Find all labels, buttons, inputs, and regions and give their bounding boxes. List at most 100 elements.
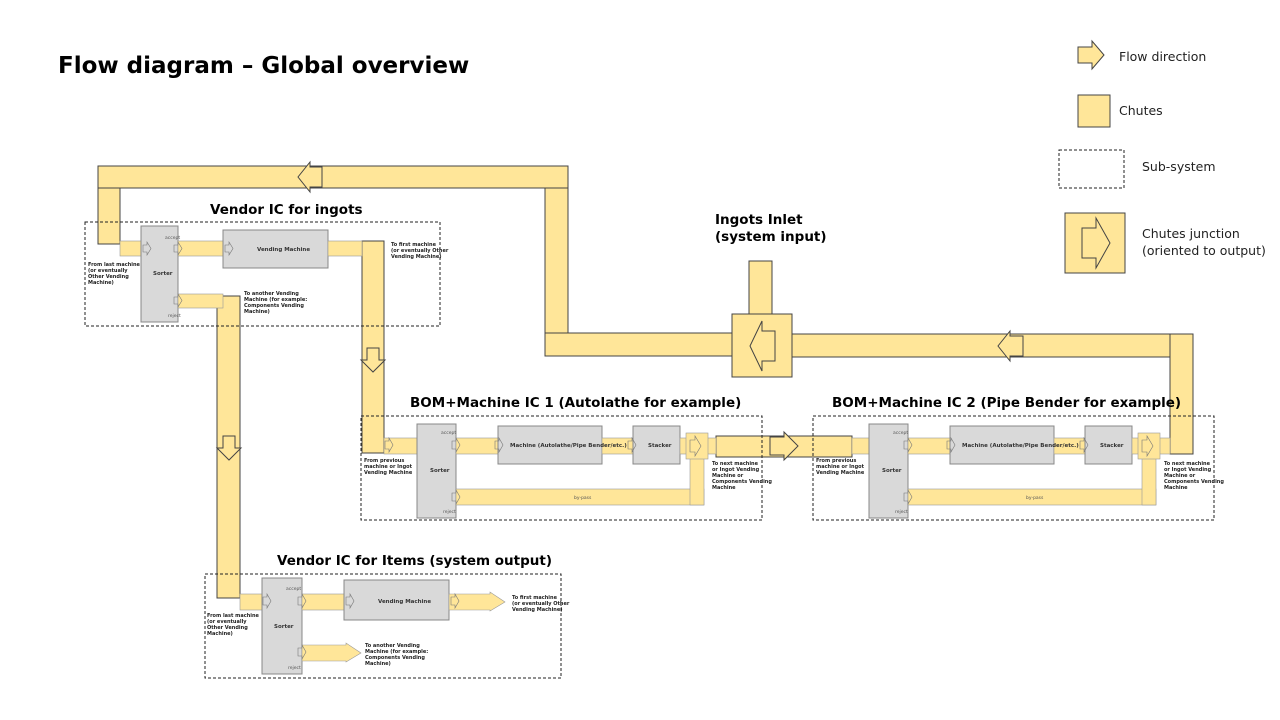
to-next-label-4: Components Vending [712, 479, 772, 485]
sub-system-swatch-icon [1058, 149, 1125, 189]
to-other-label-4: Machine) [365, 661, 391, 667]
chute-accept [455, 437, 499, 455]
bom2-subsystem: BOM+Machine IC 2 (Pipe Bender for exampl… [812, 395, 1224, 521]
subsystem-border [812, 415, 1215, 521]
chute-in [119, 240, 145, 257]
to-other-label-1: To another Vending [244, 291, 299, 297]
output-arrow-icon [448, 591, 506, 612]
to-other-label-3: Components Vending [365, 655, 425, 661]
from-label-3: Other Vending [88, 274, 129, 280]
vendor-items-subsystem: Vendor IC for Items (system output) acce… [204, 553, 570, 679]
machine-box [949, 425, 1055, 465]
small-arrow-icon [903, 488, 913, 506]
legend-sub-system: Sub-system [1142, 159, 1216, 174]
subsystem-title: Vendor IC for ingots [210, 202, 363, 218]
legend: Flow direction Chutes Sub-system Chutes … [1058, 39, 1266, 274]
machine-label: Machine (Autolathe/Pipe Bender/etc.) [962, 443, 1079, 449]
to-other-label-2: Machine (for example: [365, 649, 428, 655]
main-chutes [97, 160, 1194, 599]
small-arrow-icon [627, 436, 637, 454]
chute-left-down [97, 187, 121, 245]
to-next-label-3: Machine or [1164, 473, 1196, 479]
chute-center-horizontal [544, 332, 733, 357]
chute-ingots-inlet [748, 260, 773, 316]
from-label-3: Vending Machine [816, 470, 865, 476]
from-label-2: (or eventually [207, 619, 247, 625]
legend-flow-direction: Flow direction [1119, 49, 1206, 64]
machine-box [497, 425, 603, 465]
small-arrow-icon [173, 240, 183, 257]
chute-right-vertical [1169, 333, 1194, 455]
reject-label: reject [168, 313, 181, 319]
to-first-label-3: Vending Machine) [512, 607, 563, 613]
subsystem-border [204, 573, 562, 679]
from-label-4: Machine) [88, 280, 114, 286]
chute-in [239, 593, 263, 611]
accept-label: accept [165, 235, 180, 241]
sorter-label: Sorter [274, 624, 294, 630]
stacker-label: Stacker [1100, 443, 1124, 449]
reject-arrow-icon [301, 642, 362, 663]
to-next-label-3: Machine or [712, 473, 744, 479]
to-next-label-2: or Ingot Vending [1164, 467, 1212, 473]
ingots-inlet-sublabel: (system input) [715, 229, 827, 245]
junction [1137, 432, 1161, 460]
bypass-label: by-pass [1026, 495, 1044, 501]
to-first-label-2: (or eventually Other [391, 248, 449, 254]
accept-label: accept [441, 430, 456, 436]
flow-direction-arrow-icon [1077, 39, 1105, 71]
small-arrow-icon [450, 592, 460, 610]
small-arrow-icon [297, 643, 307, 661]
to-other-label-3: Components Vending [244, 303, 304, 309]
from-label-1: From last machine [207, 613, 260, 619]
reject-label: reject [288, 665, 301, 671]
subsystem-title: BOM+Machine IC 1 (Autolathe for example) [410, 395, 741, 411]
to-next-label-1: To next machine [1164, 461, 1211, 467]
reject-label: reject [895, 509, 908, 515]
stacker-label: Stacker [648, 443, 672, 449]
to-next-label-2: or Ingot Vending [712, 467, 760, 473]
chute-swatch-icon [1077, 94, 1111, 128]
chute-accept [177, 240, 224, 257]
from-label-2: machine or Ingot [816, 464, 865, 470]
junction-arrow-icon [1081, 216, 1111, 270]
chute-right-horizontal [791, 333, 1193, 358]
chute-to-bom1 [361, 240, 385, 454]
machine-label: Vending Machine [378, 599, 431, 605]
bom1-subsystem: BOM+Machine IC 1 (Autolathe for example)… [360, 395, 772, 521]
stacker-box [632, 425, 681, 465]
subsystem-border [360, 415, 763, 521]
from-label-2: machine or Ingot [364, 464, 413, 470]
bypass-label: by-pass [574, 495, 592, 501]
stacker-box [1084, 425, 1133, 465]
flow-arrow-left-icon [297, 160, 323, 194]
small-arrow-icon [173, 292, 183, 309]
from-label-3: Vending Machine [364, 470, 413, 476]
legend-chutes: Chutes [1119, 103, 1163, 118]
subsystem-border [84, 221, 441, 327]
sorter-box [868, 423, 909, 519]
from-label-1: From previous [364, 458, 404, 464]
subsystem-title: BOM+Machine IC 2 (Pipe Bender for exampl… [832, 395, 1181, 411]
to-first-label-1: To first machine [512, 595, 558, 601]
ingots-inlet-label: Ingots Inlet [715, 212, 803, 228]
small-arrow-icon [142, 240, 152, 257]
from-label-2: (or eventually [88, 268, 128, 274]
to-first-label-2: (or eventually Other [512, 601, 570, 607]
to-first-label-3: Vending Machine) [391, 254, 442, 260]
vending-machine-box [343, 579, 450, 621]
chute-center-vertical [544, 187, 569, 334]
flow-arrow-left-icon [997, 329, 1024, 363]
chute-top-horizontal [97, 165, 569, 189]
to-other-label-1: To another Vending [365, 643, 420, 649]
small-arrow-icon [345, 592, 355, 610]
small-arrow-icon [384, 436, 394, 454]
small-arrow-icon [1079, 436, 1089, 454]
small-arrow-icon [494, 436, 504, 454]
to-next-label-5: Machine [1164, 485, 1188, 491]
chute-out [327, 240, 363, 257]
sorter-label: Sorter [153, 271, 173, 277]
sorter-box [416, 423, 457, 519]
from-label-3: Other Vending [207, 625, 248, 631]
